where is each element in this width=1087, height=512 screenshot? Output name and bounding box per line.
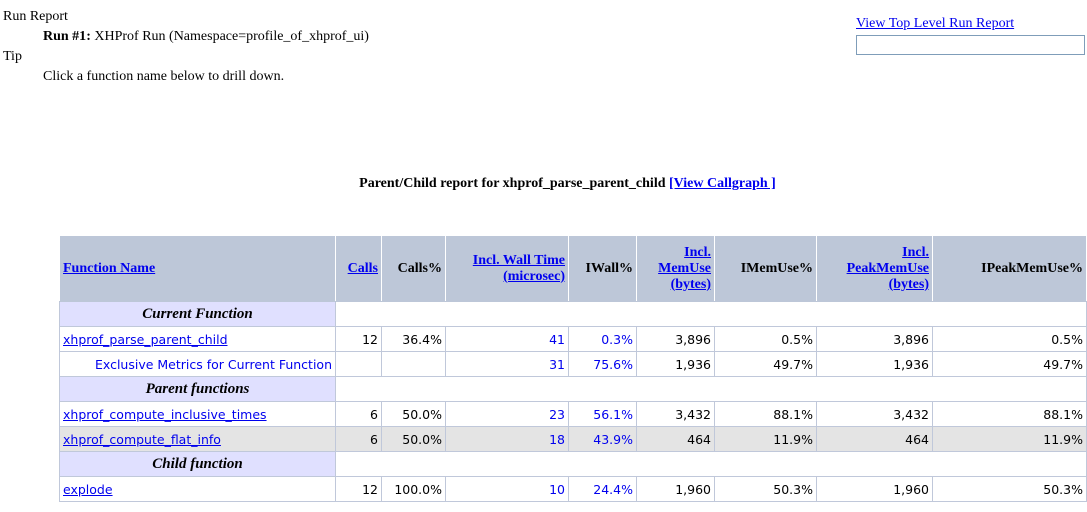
tip-text: Click a function name below to drill dow… [43,69,285,84]
cell-iwall-pct: 43.9% [568,426,637,452]
cell-iwall-pct: 0.3% [568,326,637,352]
cell-incl-wall: 18 [445,426,569,452]
cell-incl-wall: 41 [445,326,569,352]
section-row: Child function [59,451,1087,477]
report-title-text: Parent/Child report for xhprof_parse_par… [359,176,666,191]
col-calls-pct: Calls% [381,235,446,302]
cell-imem-pct: 50.3% [714,476,817,502]
run-input-box[interactable] [856,35,1085,55]
cell-incl-mem: 1,960 [636,476,715,502]
col-incl-peakmem[interactable]: Incl. PeakMemUse (bytes) [816,235,933,302]
view-top-level-link[interactable]: View Top Level Run Report [856,16,1015,31]
cell-calls [335,351,382,377]
cell-imem-pct: 0.5% [714,326,817,352]
cell-incl-wall: 10 [445,476,569,502]
cell-function-name: xhprof_compute_inclusive_times [59,401,336,427]
function-link[interactable]: xhprof_parse_parent_child [63,331,228,347]
cell-imem-pct: 11.9% [714,426,817,452]
run-report-label: Run Report [3,9,68,24]
report-title: Parent/Child report for xhprof_parse_par… [0,176,1087,192]
table-row: xhprof_compute_inclusive_times 6 50.0% 23 56… [59,401,1087,427]
run-number: Run #1 [43,29,87,44]
cell-ipeakmem-pct: 50.3% [932,476,1087,502]
cell-calls: 12 [335,476,382,502]
cell-iwall-pct: 56.1% [568,401,637,427]
cell-calls-pct: 50.0% [381,401,446,427]
table-row: xhprof_parse_parent_child 12 36.4% 41 0.3% 3,… [59,326,1087,352]
function-link[interactable]: xhprof_compute_inclusive_times [63,406,267,422]
section-current: Current Function [59,301,336,327]
section-filler [335,451,1087,477]
col-incl-wall[interactable]: Incl. Wall Time (microsec) [445,235,569,302]
cell-incl-peakmem: 1,936 [816,351,933,377]
cell-incl-peakmem: 3,432 [816,401,933,427]
section-children: Child function [59,451,336,477]
col-function-name[interactable]: Function Name [59,235,336,302]
section-row: Parent functions [59,376,1087,402]
tip-label: Tip [3,49,22,64]
cell-imem-pct: 49.7% [714,351,817,377]
cell-calls-pct: 36.4% [381,326,446,352]
cell-calls: 12 [335,326,382,352]
cell-iwall-pct: 75.6% [568,351,637,377]
cell-incl-peakmem: 1,960 [816,476,933,502]
col-incl-mem[interactable]: Incl. MemUse (bytes) [636,235,715,302]
function-link[interactable]: explode [63,481,113,497]
sort-function-name[interactable]: Function Name [63,260,156,276]
parent-child-table: Function Name Calls Calls% Incl. Wall Ti… [59,235,1087,502]
table-row: explode 12 100.0% 10 24.4% 1,960 50.3% 1,960 50.… [59,476,1087,502]
cell-function-name: xhprof_compute_flat_info [59,426,336,452]
cell-function-name: Exclusive Metrics for Current Function [59,351,336,377]
section-parents: Parent functions [59,376,336,402]
cell-incl-mem: 3,432 [636,401,715,427]
sort-incl-peakmem[interactable]: Incl. PeakMemUse (bytes) [846,244,929,292]
col-iwall-pct: IWall% [568,235,637,302]
cell-incl-wall: 23 [445,401,569,427]
run-info: Run #1: XHProf Run (Namespace=profile_of… [3,27,369,47]
cell-incl-mem: 3,896 [636,326,715,352]
cell-function-name: explode [59,476,336,502]
cell-ipeakmem-pct: 11.9% [932,426,1087,452]
section-filler [335,301,1087,327]
table-row: xhprof_compute_flat_info 6 50.0% 18 43.9% 464… [59,426,1087,452]
cell-ipeakmem-pct: 0.5% [932,326,1087,352]
cell-incl-peakmem: 464 [816,426,933,452]
cell-incl-mem: 464 [636,426,715,452]
function-link[interactable]: xhprof_compute_flat_info [63,431,221,447]
cell-calls-pct [381,351,446,377]
section-row: Current Function [59,301,1087,327]
col-ipeakmem-pct: IPeakMemUse% [932,235,1087,302]
cell-calls: 6 [335,401,382,427]
sort-incl-mem[interactable]: Incl. MemUse (bytes) [658,244,711,292]
cell-calls-pct: 100.0% [381,476,446,502]
sort-incl-wall[interactable]: Incl. Wall Time (microsec) [472,252,565,284]
run-description: XHProf Run (Namespace=profile_of_xhprof_… [90,29,369,44]
cell-incl-wall: 31 [445,351,569,377]
col-calls[interactable]: Calls [335,235,382,302]
table-row: Exclusive Metrics for Current Function 31… [59,351,1087,377]
cell-imem-pct: 88.1% [714,401,817,427]
cell-iwall-pct: 24.4% [568,476,637,502]
cell-incl-peakmem: 3,896 [816,326,933,352]
cell-calls: 6 [335,426,382,452]
header-row: Function Name Calls Calls% Incl. Wall Ti… [59,235,1087,302]
run-sep: : [86,29,91,44]
cell-calls-pct: 50.0% [381,426,446,452]
cell-function-name: xhprof_parse_parent_child [59,326,336,352]
cell-ipeakmem-pct: 88.1% [932,401,1087,427]
section-filler [335,376,1087,402]
sort-calls[interactable]: Calls [347,260,378,276]
cell-ipeakmem-pct: 49.7% [932,351,1087,377]
run-header: Run Report Run #1: XHProf Run (Namespace… [3,7,369,87]
view-callgraph-link[interactable]: [View Callgraph ] [669,176,776,191]
col-imem-pct: IMemUse% [714,235,817,302]
cell-incl-mem: 1,936 [636,351,715,377]
